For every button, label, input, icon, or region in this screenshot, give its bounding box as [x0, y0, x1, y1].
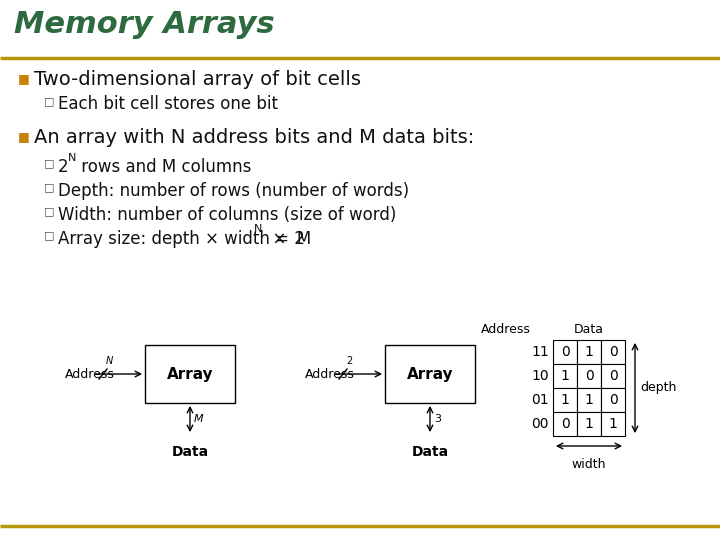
Text: 1: 1	[585, 417, 593, 431]
Text: ■: ■	[18, 72, 30, 85]
Text: N: N	[106, 356, 113, 366]
Text: 00: 00	[531, 417, 549, 431]
Text: Data: Data	[574, 323, 604, 336]
Bar	[577, 364, 601, 388]
Text: □: □	[44, 182, 55, 192]
Text: 1: 1	[585, 345, 593, 359]
Text: 3: 3	[434, 414, 441, 424]
Bar	[145, 345, 235, 403]
Text: Address: Address	[481, 323, 531, 336]
Text: width: width	[572, 458, 606, 471]
Text: □: □	[44, 230, 55, 240]
Text: 01: 01	[531, 393, 549, 407]
Text: M: M	[194, 414, 204, 424]
Bar	[553, 412, 577, 436]
Text: Memory Arrays: Memory Arrays	[14, 10, 274, 39]
Text: Array: Array	[407, 367, 454, 381]
Bar	[601, 364, 625, 388]
Text: Two-dimensional array of bit cells: Two-dimensional array of bit cells	[34, 70, 361, 89]
Text: 0: 0	[585, 369, 593, 383]
Text: N: N	[68, 153, 76, 163]
Bar	[553, 388, 577, 412]
Text: Each bit cell stores one bit: Each bit cell stores one bit	[58, 95, 278, 113]
Text: 0: 0	[608, 393, 617, 407]
Text: 0: 0	[608, 345, 617, 359]
Bar	[577, 388, 601, 412]
Text: Depth: number of rows (number of words): Depth: number of rows (number of words)	[58, 182, 409, 200]
Text: □: □	[44, 158, 55, 168]
Text: 1: 1	[608, 417, 618, 431]
Bar	[553, 340, 577, 364]
Text: ×  M: × M	[262, 230, 311, 248]
Text: An array with N address bits and M data bits:: An array with N address bits and M data …	[34, 128, 474, 147]
Bar	[601, 388, 625, 412]
Bar	[601, 412, 625, 436]
Text: □: □	[44, 96, 55, 106]
Text: □: □	[44, 206, 55, 216]
Text: ■: ■	[18, 130, 30, 143]
Text: 1: 1	[585, 393, 593, 407]
Text: 1: 1	[561, 369, 570, 383]
Text: depth: depth	[640, 381, 676, 395]
Text: 1: 1	[561, 393, 570, 407]
Text: 10: 10	[531, 369, 549, 383]
Bar	[577, 412, 601, 436]
Bar	[385, 345, 475, 403]
Text: 0: 0	[561, 345, 570, 359]
Text: Address: Address	[65, 368, 115, 381]
Text: 11: 11	[531, 345, 549, 359]
Text: Array size: depth × width = 2: Array size: depth × width = 2	[58, 230, 305, 248]
Bar	[577, 340, 601, 364]
Text: Array: Array	[167, 367, 213, 381]
Text: 0: 0	[608, 369, 617, 383]
Text: N: N	[254, 224, 262, 234]
Text: 2: 2	[346, 356, 352, 366]
Bar	[601, 340, 625, 364]
Text: rows and M columns: rows and M columns	[76, 158, 251, 176]
Text: Address: Address	[305, 368, 355, 381]
Text: 0: 0	[561, 417, 570, 431]
Bar	[553, 364, 577, 388]
Text: Data: Data	[411, 445, 449, 459]
Text: Data: Data	[171, 445, 209, 459]
Text: Width: number of columns (size of word): Width: number of columns (size of word)	[58, 206, 397, 224]
Text: 2: 2	[58, 158, 68, 176]
